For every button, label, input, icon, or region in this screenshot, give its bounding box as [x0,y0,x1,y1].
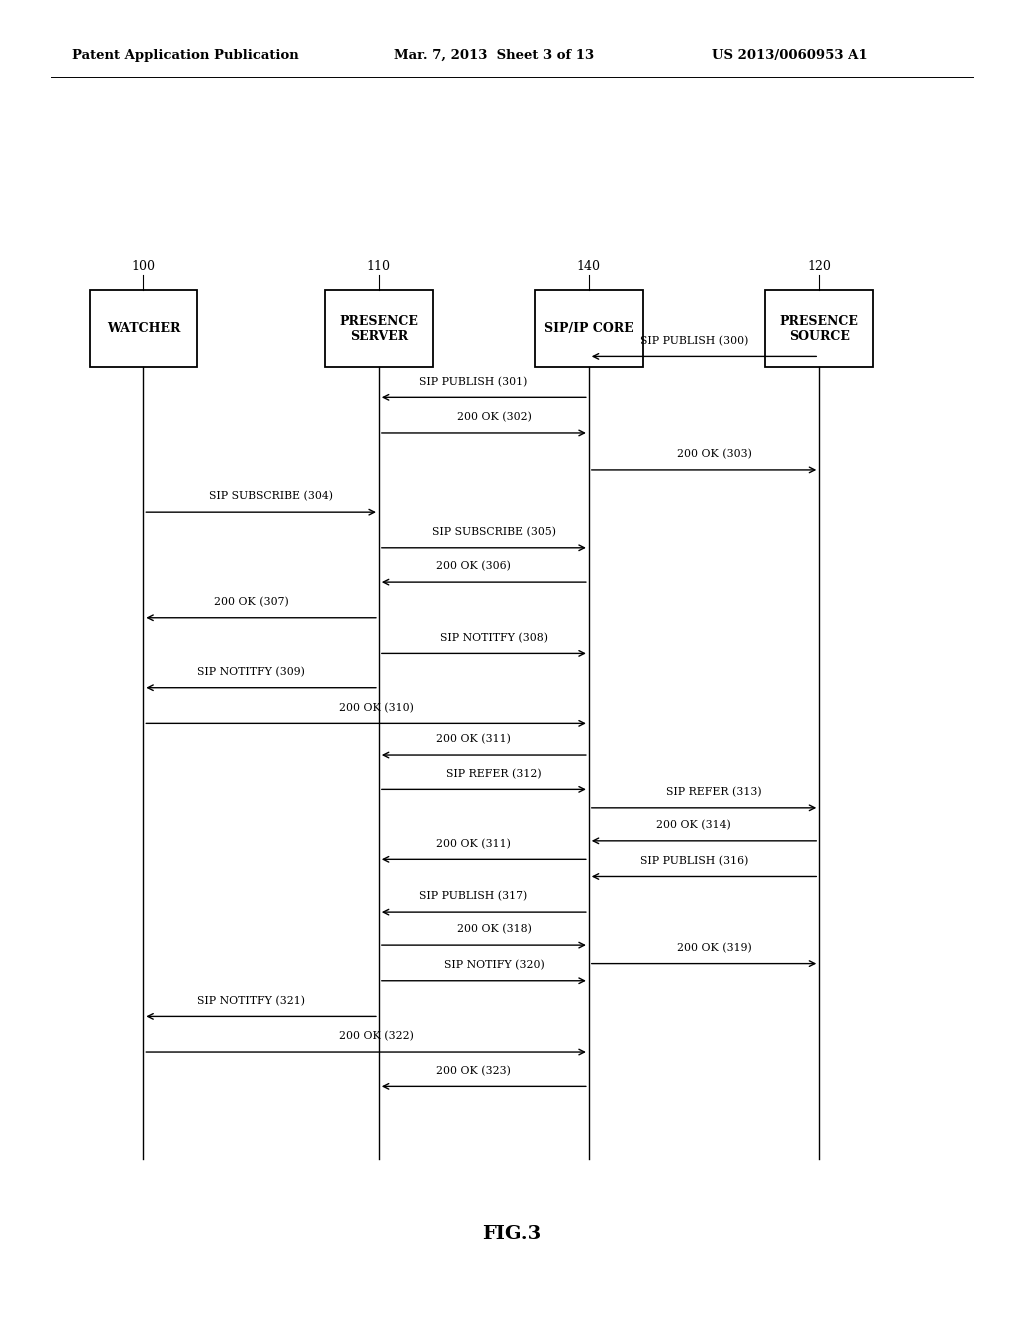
Text: 200 OK (311): 200 OK (311) [436,838,511,849]
Text: 200 OK (307): 200 OK (307) [214,597,288,607]
Text: SIP NOTITFY (321): SIP NOTITFY (321) [197,995,305,1006]
Text: 140: 140 [577,260,601,273]
Text: 200 OK (323): 200 OK (323) [436,1065,511,1076]
Text: FIG.3: FIG.3 [482,1225,542,1243]
Text: 110: 110 [367,260,391,273]
Text: 100: 100 [131,260,156,273]
Text: PRESENCE
SERVER: PRESENCE SERVER [339,314,419,343]
Text: 200 OK (318): 200 OK (318) [457,924,531,935]
Text: SIP NOTIFY (320): SIP NOTIFY (320) [443,960,545,970]
Text: PRESENCE
SOURCE: PRESENCE SOURCE [779,314,859,343]
FancyBboxPatch shape [766,290,872,367]
Text: Mar. 7, 2013  Sheet 3 of 13: Mar. 7, 2013 Sheet 3 of 13 [394,49,594,62]
Text: 200 OK (311): 200 OK (311) [436,734,511,744]
Text: 200 OK (319): 200 OK (319) [677,942,752,953]
Text: SIP PUBLISH (316): SIP PUBLISH (316) [640,855,748,866]
Text: SIP PUBLISH (317): SIP PUBLISH (317) [420,891,527,902]
Text: SIP/IP CORE: SIP/IP CORE [544,322,634,335]
Text: 200 OK (310): 200 OK (310) [339,702,414,713]
Text: Patent Application Publication: Patent Application Publication [72,49,298,62]
Text: US 2013/0060953 A1: US 2013/0060953 A1 [712,49,867,62]
FancyBboxPatch shape [326,290,432,367]
Text: SIP SUBSCRIBE (304): SIP SUBSCRIBE (304) [209,491,334,502]
FancyBboxPatch shape [535,290,643,367]
Text: WATCHER: WATCHER [106,322,180,335]
Text: SIP NOTITFY (309): SIP NOTITFY (309) [197,667,305,677]
Text: 200 OK (306): 200 OK (306) [436,561,511,572]
Text: 200 OK (322): 200 OK (322) [339,1031,414,1041]
FancyBboxPatch shape [90,290,197,367]
Text: SIP PUBLISH (300): SIP PUBLISH (300) [640,335,748,346]
Text: SIP PUBLISH (301): SIP PUBLISH (301) [420,376,527,387]
Text: SIP REFER (313): SIP REFER (313) [667,787,762,797]
Text: 200 OK (314): 200 OK (314) [656,820,731,830]
Text: SIP SUBSCRIBE (305): SIP SUBSCRIBE (305) [432,527,556,537]
Text: 200 OK (303): 200 OK (303) [677,449,752,459]
Text: 120: 120 [807,260,831,273]
Text: SIP NOTITFY (308): SIP NOTITFY (308) [440,632,548,643]
Text: SIP REFER (312): SIP REFER (312) [446,768,542,779]
Text: 200 OK (302): 200 OK (302) [457,412,531,422]
